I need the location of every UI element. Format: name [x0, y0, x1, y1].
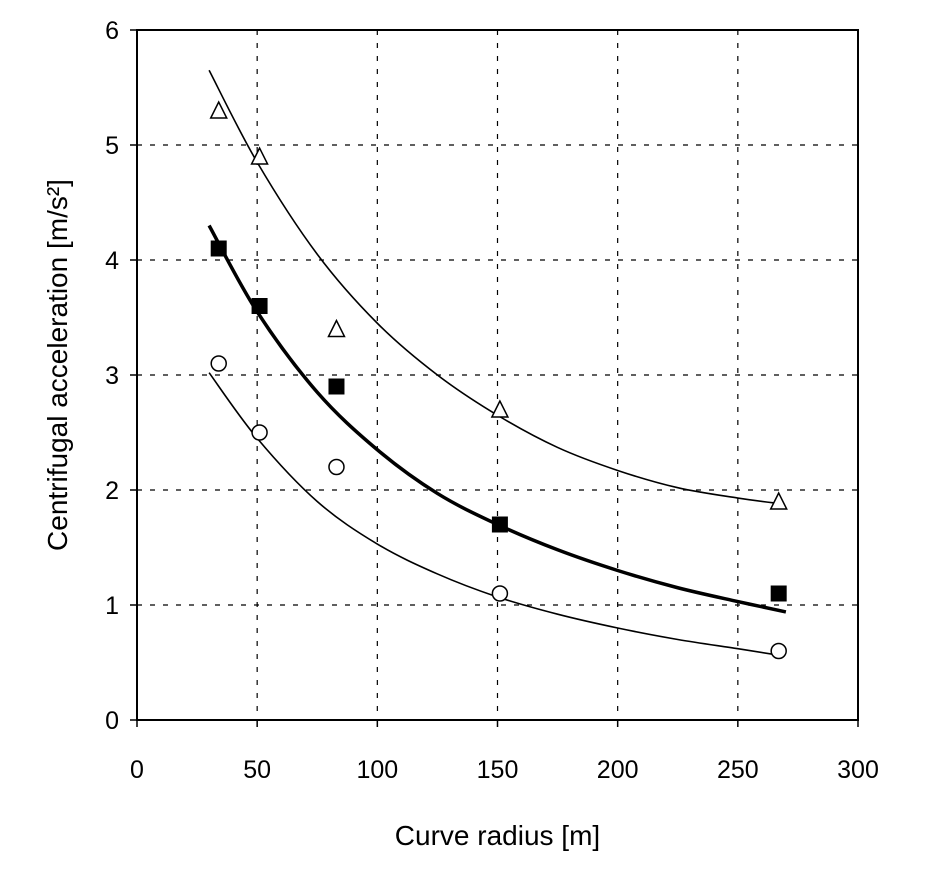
y-tick-label: 0	[105, 707, 119, 735]
x-tick-label: 300	[837, 756, 879, 784]
fit-curve-series-3	[208, 372, 782, 657]
y-tick-label: 3	[105, 362, 119, 390]
square-marker	[491, 516, 508, 533]
y-tick-label: 1	[105, 592, 119, 620]
data-markers	[209, 100, 788, 660]
square-marker	[770, 585, 787, 602]
fit-curve-series-2	[207, 224, 787, 614]
y-tick-label: 2	[105, 477, 119, 505]
x-tick-label: 250	[717, 756, 759, 784]
circle-marker	[491, 585, 509, 602]
x-tick-label: 200	[597, 756, 639, 784]
fit-curve-series-1	[208, 69, 782, 505]
square-marker	[251, 298, 268, 314]
x-axis-title: Curve radius [m]	[395, 820, 600, 851]
triangle-marker	[769, 491, 788, 510]
grid	[137, 30, 858, 720]
square-marker	[328, 378, 345, 395]
x-tick-label: 100	[356, 756, 398, 784]
triangle-marker	[490, 399, 510, 418]
x-tick-label: 150	[477, 756, 519, 784]
square-marker	[210, 240, 227, 257]
y-tick-label: 4	[105, 247, 119, 275]
circle-marker	[210, 355, 227, 372]
circle-marker	[251, 424, 268, 441]
triangle-marker	[327, 318, 346, 338]
tick-labels: 0 50 100 150 200 250 300 0 1 2 3 4 5 6	[105, 17, 879, 784]
y-axis-title: Centrifugal acceleration [m/s²]	[42, 179, 73, 551]
fit-curves	[207, 69, 787, 657]
triangle-marker	[250, 146, 269, 165]
circle-marker	[770, 642, 787, 660]
x-tick-label: 50	[243, 756, 271, 784]
y-tick-label: 6	[105, 17, 119, 45]
triangle-marker	[209, 100, 228, 119]
x-tick-label: 0	[130, 756, 144, 784]
circle-marker	[328, 458, 345, 476]
y-tick-label: 5	[105, 132, 119, 160]
